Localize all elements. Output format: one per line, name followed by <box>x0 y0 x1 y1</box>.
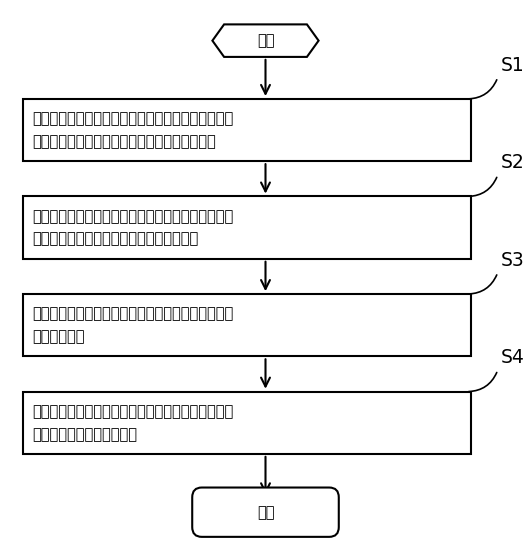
Bar <box>23 99 472 162</box>
Text: 将所述固化包埋菌投加至生物膜生长反应器中，并进
行膜污染防治效果综合验证: 将所述固化包埋菌投加至生物膜生长反应器中，并进 行膜污染防治效果综合验证 <box>32 404 234 442</box>
Polygon shape <box>212 24 319 57</box>
Text: 对所述分离出来的纯化单菌落进行群体淬灭功能的验
证，获得具有群体感应淬灭功能的功能菌株: 对所述分离出来的纯化单菌落进行群体淬灭功能的验 证，获得具有群体感应淬灭功能的功… <box>32 209 234 247</box>
Bar <box>23 391 472 454</box>
Bar <box>23 294 472 357</box>
Text: S1: S1 <box>500 55 524 74</box>
Text: 对从污水处理厂取样出来的活性污泥中的细菌，运用
最小培养基法进行定向分离，分离出纯化单菌落: 对从污水处理厂取样出来的活性污泥中的细菌，运用 最小培养基法进行定向分离，分离出… <box>32 111 234 149</box>
Text: S2: S2 <box>500 153 524 172</box>
Text: S4: S4 <box>500 348 524 367</box>
Text: 开始: 开始 <box>257 33 274 48</box>
Text: S3: S3 <box>500 250 524 269</box>
Text: 结束: 结束 <box>257 505 274 520</box>
Text: 对所述功能菌株采用多孔天然材料进行包埋固定，形
成固化包埋菌: 对所述功能菌株采用多孔天然材料进行包埋固定，形 成固化包埋菌 <box>32 306 234 344</box>
Bar <box>23 197 472 259</box>
FancyBboxPatch shape <box>192 488 339 537</box>
